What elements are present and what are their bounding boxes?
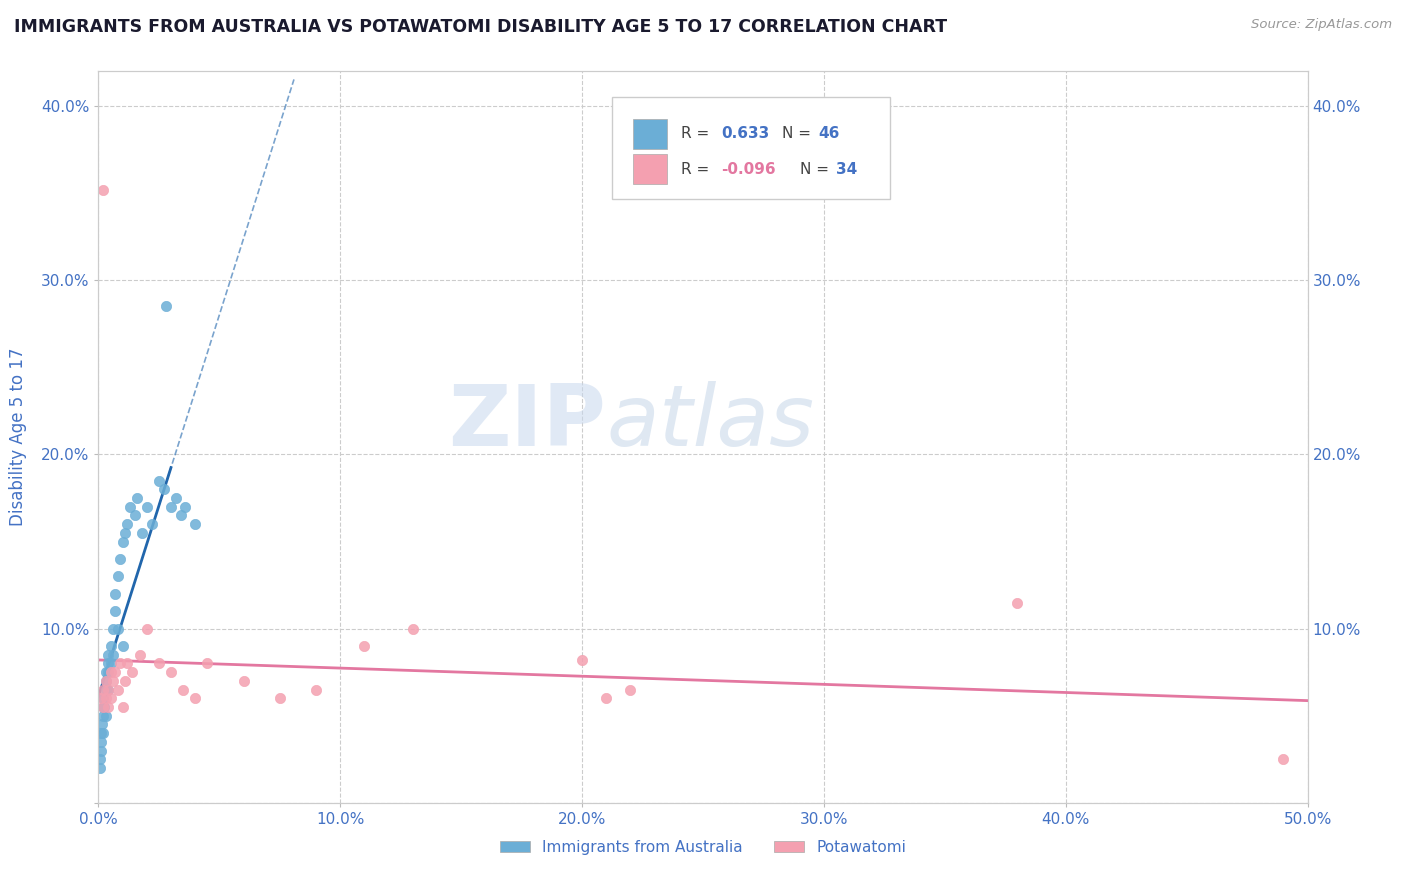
Point bbox=[104, 604, 127, 618]
Point bbox=[1272, 752, 1295, 766]
Point bbox=[94, 673, 117, 688]
Text: N =: N = bbox=[800, 161, 834, 177]
FancyBboxPatch shape bbox=[633, 120, 666, 149]
Text: atlas: atlas bbox=[606, 381, 814, 464]
Point bbox=[169, 508, 191, 523]
Point bbox=[111, 639, 134, 653]
Point bbox=[117, 517, 139, 532]
Point bbox=[128, 648, 150, 662]
Text: IMMIGRANTS FROM AUSTRALIA VS POTAWATOMI DISABILITY AGE 5 TO 17 CORRELATION CHART: IMMIGRANTS FROM AUSTRALIA VS POTAWATOMI … bbox=[14, 18, 948, 36]
Point bbox=[571, 653, 593, 667]
Point bbox=[91, 700, 114, 714]
Point bbox=[93, 700, 115, 714]
Point bbox=[165, 491, 187, 505]
Point bbox=[94, 708, 117, 723]
Point bbox=[107, 622, 129, 636]
Point bbox=[100, 665, 122, 680]
Text: Source: ZipAtlas.com: Source: ZipAtlas.com bbox=[1251, 18, 1392, 31]
Point bbox=[104, 587, 127, 601]
Point bbox=[107, 569, 129, 583]
Point bbox=[104, 665, 127, 680]
Point bbox=[195, 657, 218, 671]
FancyBboxPatch shape bbox=[613, 97, 890, 200]
Point bbox=[97, 682, 120, 697]
Point bbox=[184, 517, 207, 532]
Point bbox=[97, 682, 120, 697]
Point bbox=[117, 657, 139, 671]
Point bbox=[141, 517, 163, 532]
Point bbox=[148, 657, 170, 671]
Text: 0.633: 0.633 bbox=[721, 127, 769, 142]
Point bbox=[100, 691, 122, 706]
Point bbox=[89, 752, 111, 766]
Text: N =: N = bbox=[782, 127, 815, 142]
Point bbox=[152, 483, 174, 497]
Point bbox=[91, 691, 114, 706]
Point bbox=[91, 183, 114, 197]
Point bbox=[174, 500, 197, 514]
Point bbox=[94, 673, 117, 688]
FancyBboxPatch shape bbox=[633, 154, 666, 184]
Point bbox=[94, 691, 117, 706]
Text: 34: 34 bbox=[837, 161, 858, 177]
Text: ZIP: ZIP bbox=[449, 381, 606, 464]
Point bbox=[97, 665, 120, 680]
Point bbox=[131, 525, 153, 540]
Point bbox=[402, 622, 425, 636]
Point bbox=[111, 534, 134, 549]
Point bbox=[90, 691, 112, 706]
Point bbox=[97, 700, 120, 714]
Point bbox=[595, 691, 617, 706]
Point bbox=[127, 491, 149, 505]
Legend: Immigrants from Australia, Potawatomi: Immigrants from Australia, Potawatomi bbox=[494, 834, 912, 861]
Point bbox=[160, 500, 183, 514]
Point bbox=[101, 673, 124, 688]
Point bbox=[91, 682, 114, 697]
Point bbox=[108, 552, 131, 566]
Point bbox=[107, 682, 129, 697]
Point bbox=[100, 657, 122, 671]
Point bbox=[97, 648, 120, 662]
Point bbox=[148, 474, 170, 488]
Point bbox=[90, 743, 112, 757]
Point bbox=[91, 700, 114, 714]
Point bbox=[89, 761, 111, 775]
Point bbox=[305, 682, 328, 697]
Y-axis label: Disability Age 5 to 17: Disability Age 5 to 17 bbox=[8, 348, 27, 526]
Point bbox=[124, 508, 146, 523]
Text: -0.096: -0.096 bbox=[721, 161, 776, 177]
Point bbox=[1007, 595, 1029, 609]
Point bbox=[101, 622, 124, 636]
Point bbox=[101, 648, 124, 662]
Point bbox=[118, 500, 141, 514]
Point bbox=[232, 673, 254, 688]
Point bbox=[114, 673, 136, 688]
Text: R =: R = bbox=[682, 127, 714, 142]
Point bbox=[160, 665, 183, 680]
Point bbox=[90, 726, 112, 740]
Point bbox=[108, 657, 131, 671]
Text: R =: R = bbox=[682, 161, 714, 177]
Point bbox=[135, 622, 157, 636]
Point bbox=[97, 657, 120, 671]
Point bbox=[91, 708, 114, 723]
Point bbox=[94, 682, 117, 697]
Text: 46: 46 bbox=[818, 127, 839, 142]
Point bbox=[114, 525, 136, 540]
Point bbox=[269, 691, 291, 706]
Point bbox=[135, 500, 157, 514]
Point bbox=[155, 300, 177, 314]
Point bbox=[90, 735, 112, 749]
Point bbox=[91, 726, 114, 740]
Point bbox=[94, 665, 117, 680]
Point bbox=[353, 639, 375, 653]
Point bbox=[619, 682, 641, 697]
Point bbox=[172, 682, 194, 697]
Point bbox=[91, 717, 114, 731]
Point bbox=[184, 691, 207, 706]
Point bbox=[111, 700, 134, 714]
Point bbox=[121, 665, 143, 680]
Point bbox=[100, 639, 122, 653]
